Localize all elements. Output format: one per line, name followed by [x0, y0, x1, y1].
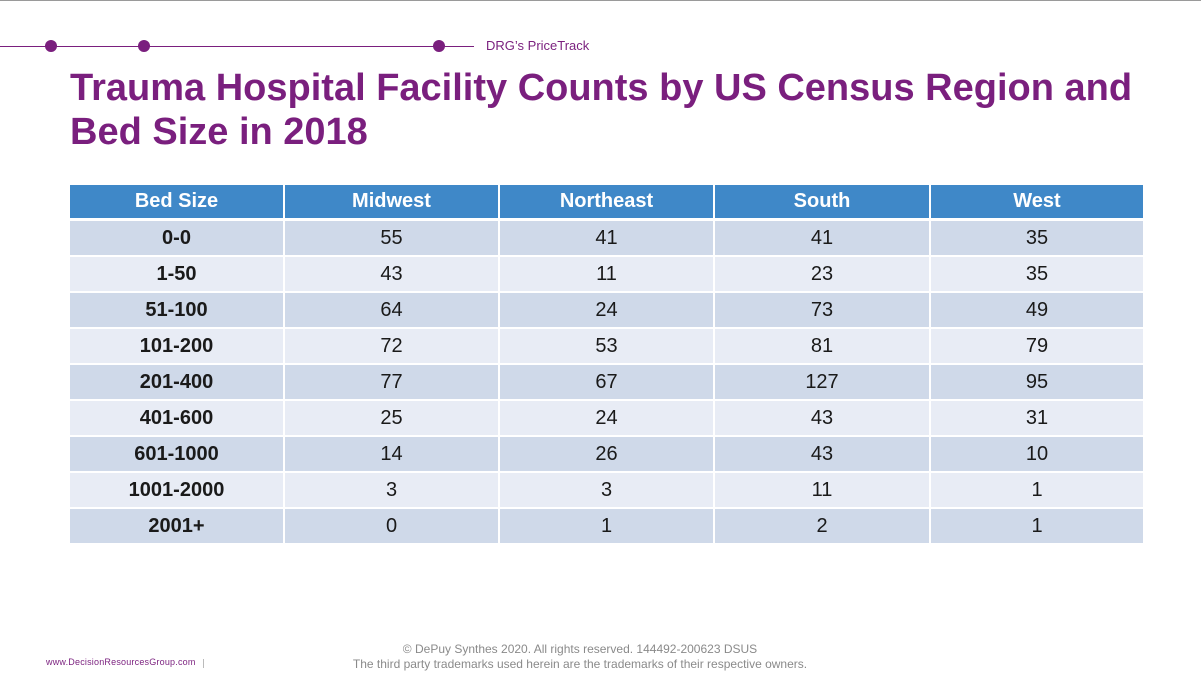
brand-label: DRG’s PriceTrack: [486, 38, 590, 53]
count-cell: 53: [499, 328, 715, 365]
count-cell: 79: [930, 328, 1143, 365]
table-row: 1001-2000 3 3 11 1: [70, 472, 1143, 509]
count-cell: 72: [284, 328, 500, 365]
bed-size-cell: 1001-2000: [70, 472, 285, 509]
bed-size-cell: 101-200: [70, 328, 285, 365]
bed-size-cell: 601-1000: [70, 436, 285, 473]
count-cell: 35: [930, 219, 1143, 257]
page-title: Trauma Hospital Facility Counts by US Ce…: [70, 67, 1133, 153]
count-cell: 31: [930, 400, 1143, 437]
count-cell: 41: [714, 219, 931, 257]
column-header-west: West: [930, 185, 1143, 221]
count-cell: 49: [930, 292, 1143, 329]
count-cell: 43: [714, 400, 931, 437]
count-cell: 64: [284, 292, 500, 329]
count-cell: 77: [284, 364, 500, 401]
decorative-dot: [433, 40, 445, 52]
count-cell: 10: [930, 436, 1143, 473]
count-cell: 14: [284, 436, 500, 473]
decorative-dot: [45, 40, 57, 52]
table-row: 401-600 25 24 43 31: [70, 400, 1143, 437]
column-header-northeast: Northeast: [499, 185, 715, 221]
count-cell: 2: [714, 508, 931, 545]
count-cell: 81: [714, 328, 931, 365]
count-cell: 3: [284, 472, 500, 509]
count-cell: 73: [714, 292, 931, 329]
bed-size-cell: 2001+: [70, 508, 285, 545]
count-cell: 43: [284, 256, 500, 293]
table-row: 51-100 64 24 73 49: [70, 292, 1143, 329]
table-row: 201-400 77 67 127 95: [70, 364, 1143, 401]
count-cell: 11: [499, 256, 715, 293]
bed-size-cell: 0-0: [70, 219, 285, 257]
website-link[interactable]: www.DecisionResourcesGroup.com: [46, 657, 196, 667]
column-header-midwest: Midwest: [284, 185, 500, 221]
count-cell: 43: [714, 436, 931, 473]
decorative-line: [0, 46, 474, 47]
count-cell: 3: [499, 472, 715, 509]
count-cell: 67: [499, 364, 715, 401]
table-row: 2001+ 0 1 2 1: [70, 508, 1143, 545]
trademark-line: The third party trademarks used herein a…: [352, 657, 808, 671]
table-header-row: Bed Size Midwest Northeast South West: [70, 185, 1143, 221]
count-cell: 41: [499, 219, 715, 257]
copyright-line: © DePuy Synthes 2020. All rights reserve…: [402, 642, 758, 656]
table-row: 0-0 55 41 41 35: [70, 219, 1143, 257]
count-cell: 26: [499, 436, 715, 473]
column-header-bed-size: Bed Size: [70, 185, 285, 221]
table-row: 1-50 43 11 23 35: [70, 256, 1143, 293]
table-row: 101-200 72 53 81 79: [70, 328, 1143, 365]
data-table: Bed Size Midwest Northeast South West 0-…: [70, 185, 1143, 545]
count-cell: 0: [284, 508, 500, 545]
count-cell: 1: [930, 472, 1143, 509]
count-cell: 35: [930, 256, 1143, 293]
count-cell: 23: [714, 256, 931, 293]
bed-size-cell: 51-100: [70, 292, 285, 329]
copyright-footer: © DePuy Synthes 2020. All rights reserve…: [300, 642, 860, 672]
count-cell: 24: [499, 400, 715, 437]
bed-size-cell: 1-50: [70, 256, 285, 293]
column-header-south: South: [714, 185, 931, 221]
count-cell: 1: [499, 508, 715, 545]
count-cell: 25: [284, 400, 500, 437]
table-row: 601-1000 14 26 43 10: [70, 436, 1143, 473]
count-cell: 24: [499, 292, 715, 329]
count-cell: 55: [284, 219, 500, 257]
count-cell: 127: [714, 364, 931, 401]
top-rule: [0, 0, 1201, 1]
count-cell: 95: [930, 364, 1143, 401]
count-cell: 11: [714, 472, 931, 509]
decorative-dot: [138, 40, 150, 52]
bed-size-cell: 201-400: [70, 364, 285, 401]
count-cell: 1: [930, 508, 1143, 545]
divider: [203, 659, 204, 668]
bed-size-cell: 401-600: [70, 400, 285, 437]
